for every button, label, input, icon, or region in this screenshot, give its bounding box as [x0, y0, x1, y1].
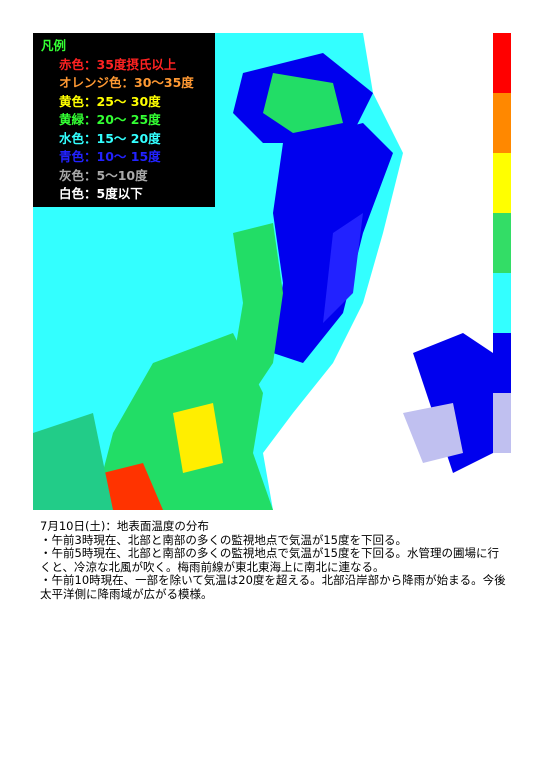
caption: 7月10日(土)：地表面温度の分布 ・午前3時現在、北部と南部の多くの監視地点で…	[40, 519, 510, 601]
legend: 凡例 赤色：35度摂氏以上 オレンジ色：30～35度 黄色：25～ 30度 黄緑…	[33, 33, 215, 207]
caption-line: ・午前3時現在、北部と南部の多くの監視地点で気温が15度を下回る。	[40, 532, 407, 547]
legend-item: 水色：15～ 20度	[59, 130, 161, 146]
temperature-map	[33, 33, 493, 510]
legend-title: 凡例	[41, 38, 67, 53]
caption-line: ・午前5時現在、北部と南部の多くの監視地点で気温が15度を下回る。水管理の圃場に…	[40, 546, 499, 574]
legend-item: 黄緑：20～ 25度	[59, 112, 161, 127]
legend-item: 青色：10～ 15度	[59, 149, 161, 164]
caption-title: 7月10日(土)：地表面温度の分布	[40, 519, 209, 533]
caption-line: ・午前10時現在、一部を除いて気温は20度を超える。北部沿岸部から降雨が始まる。…	[40, 573, 506, 601]
legend-item: 白色：5度以下	[59, 186, 143, 201]
legend-item: 赤色：35度摂氏以上	[59, 56, 177, 72]
legend-item: オレンジ色：30～35度	[59, 75, 194, 90]
legend-item: 黄色：25～ 30度	[59, 93, 161, 109]
legend-item: 灰色：5～10度	[59, 167, 148, 183]
color-bar	[493, 33, 511, 453]
